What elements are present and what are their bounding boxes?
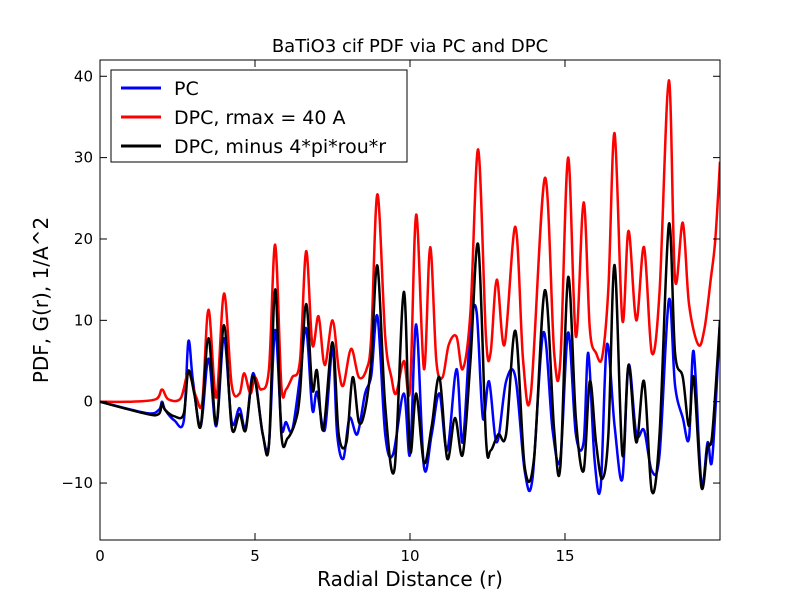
- x-tick-label: 10: [400, 547, 419, 565]
- legend-label-1: DPC, rmax = 40 A: [174, 107, 346, 129]
- y-axis-ticks: −10 0 10 20 30 40: [61, 67, 720, 492]
- x-tick-label: 0: [95, 547, 105, 565]
- y-tick-label: 0: [83, 393, 93, 411]
- chart-title: BaTiO3 cif PDF via PC and DPC: [272, 36, 548, 57]
- y-tick-label: 20: [74, 230, 93, 248]
- series-layer: [100, 79, 720, 496]
- x-tick-label: 15: [555, 547, 574, 565]
- series-line-2: [100, 222, 720, 495]
- y-tick-label: 30: [74, 149, 93, 167]
- series-line-1: [100, 79, 720, 410]
- y-tick-label: 40: [74, 67, 93, 85]
- y-axis-label: PDF, G(r), 1/A^2: [29, 217, 53, 383]
- y-tick-label: −10: [61, 474, 93, 492]
- legend-label-0: PC: [174, 78, 199, 100]
- x-axis-ticks: 0 5 10 15: [95, 60, 575, 565]
- legend: PC DPC, rmax = 40 A DPC, minus 4*pi*rou*r: [110, 69, 408, 163]
- legend-label-2: DPC, minus 4*pi*rou*r: [174, 136, 386, 158]
- x-axis-label: Radial Distance (r): [317, 567, 503, 591]
- x-tick-label: 5: [250, 547, 260, 565]
- legend-entries: PC DPC, rmax = 40 A DPC, minus 4*pi*rou*r: [121, 78, 386, 158]
- y-tick-label: 10: [74, 311, 93, 329]
